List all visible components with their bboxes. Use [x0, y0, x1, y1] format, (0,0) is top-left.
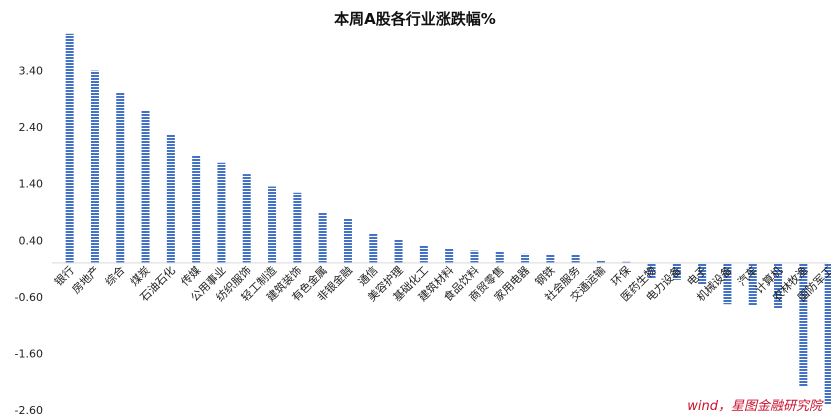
y-tick-label: 2.40: [19, 121, 44, 134]
bar: [723, 262, 732, 305]
bar: [65, 33, 74, 263]
bar: [521, 253, 530, 263]
bars: [65, 33, 831, 405]
bar: [268, 186, 277, 263]
bar: [546, 254, 555, 263]
y-tick-label: 0.40: [19, 234, 44, 247]
bar: [748, 262, 757, 306]
bar: [166, 134, 175, 263]
bar: [293, 192, 302, 263]
bar: [647, 262, 656, 279]
bar: [799, 262, 808, 387]
bar: [217, 162, 226, 263]
bar: [394, 239, 403, 263]
chart-title: 本周A股各行业涨跌幅%: [334, 10, 496, 28]
bar: [242, 174, 251, 263]
y-tick-label: -1.60: [15, 347, 43, 360]
bar: [571, 254, 580, 263]
y-tick-label: -2.60: [15, 404, 43, 417]
bar: [698, 262, 707, 285]
bar: [343, 218, 352, 263]
bar: [90, 70, 99, 263]
bar: [672, 262, 681, 280]
bar: [445, 248, 454, 263]
bar: [192, 155, 201, 263]
bar: [419, 245, 428, 263]
category-label: 房地产: [69, 263, 102, 296]
bar: [774, 262, 783, 309]
bar: [495, 251, 504, 263]
y-tick-label: -0.60: [15, 291, 43, 304]
bar: [318, 212, 327, 263]
bar: [824, 262, 831, 405]
y-axis: 3.40 2.40 1.40 0.40 -0.60 -1.60 -2.60: [15, 65, 43, 417]
category-label: 综合: [102, 263, 127, 288]
bar: [141, 110, 150, 263]
y-tick-label: 3.40: [19, 65, 44, 78]
y-tick-label: 1.40: [19, 178, 44, 191]
bar: [596, 260, 605, 263]
bar: [622, 261, 631, 263]
source-note: wind，星图金融研究院: [687, 398, 824, 414]
bar: [116, 92, 125, 263]
x-axis-labels: 银行房地产 综合 煤炭石油石化 传媒公用事业纺织服饰轻工制造建筑装饰有色金属非银金融通…: [51, 263, 831, 304]
bar: [470, 250, 479, 263]
bar: [369, 233, 378, 263]
